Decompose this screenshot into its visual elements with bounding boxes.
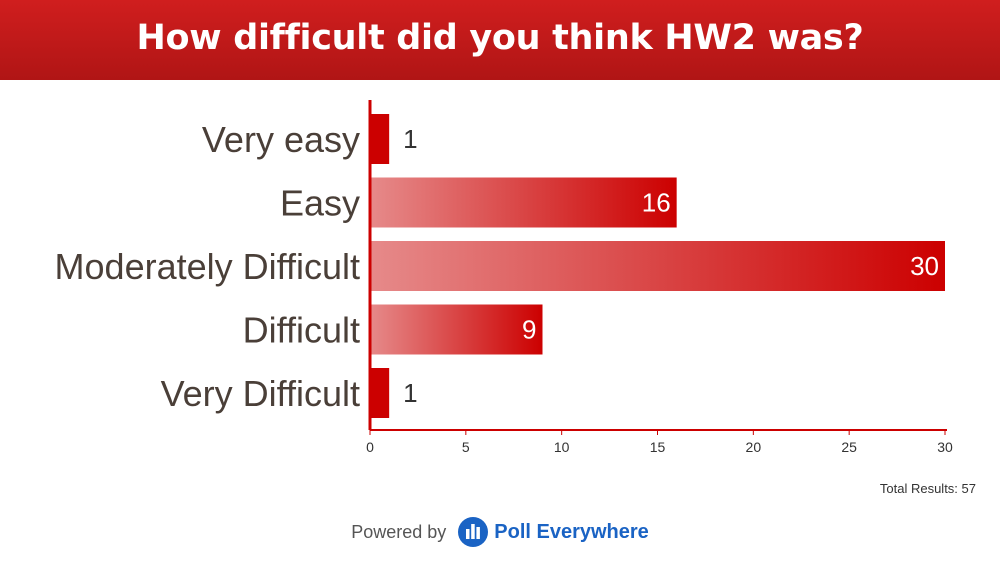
total-results: Total Results: 57 <box>879 481 976 496</box>
bar-value-label: 9 <box>522 315 536 345</box>
bar[interactable] <box>370 368 390 418</box>
x-tick-label: 20 <box>746 439 762 455</box>
category-label: Easy <box>280 183 360 224</box>
bar[interactable] <box>370 114 390 164</box>
category-label: Very easy <box>202 119 360 160</box>
category-label: Very Difficult <box>161 373 360 414</box>
x-tick-label: 15 <box>650 439 666 455</box>
x-tick-label: 0 <box>366 439 374 455</box>
bar-value-label: 30 <box>910 251 939 281</box>
question-title: How difficult did you think HW2 was? <box>136 18 864 58</box>
bar-value-label: 1 <box>403 378 417 408</box>
header-bar: How difficult did you think HW2 was? <box>0 0 1000 80</box>
x-tick-label: 25 <box>841 439 857 455</box>
x-tick-label: 30 <box>937 439 953 455</box>
footer: Powered by Poll Everywhere <box>0 512 1000 552</box>
bar[interactable] <box>370 177 677 228</box>
category-label: Moderately Difficult <box>55 246 360 287</box>
bar-value-label: 16 <box>642 188 671 218</box>
bar[interactable] <box>370 304 543 355</box>
brand-name[interactable]: Poll Everywhere <box>494 520 649 543</box>
x-tick-label: 5 <box>462 439 470 455</box>
category-label: Difficult <box>243 310 360 351</box>
bar-value-label: 1 <box>403 124 417 154</box>
poll-everywhere-logo-icon <box>458 517 489 547</box>
x-tick-label: 10 <box>554 439 570 455</box>
powered-by-text: Powered by <box>351 521 447 542</box>
bar-chart: Very easy 1 Easy 16 Moderately Difficult 30 Di… <box>55 100 953 455</box>
bar[interactable] <box>370 241 945 291</box>
